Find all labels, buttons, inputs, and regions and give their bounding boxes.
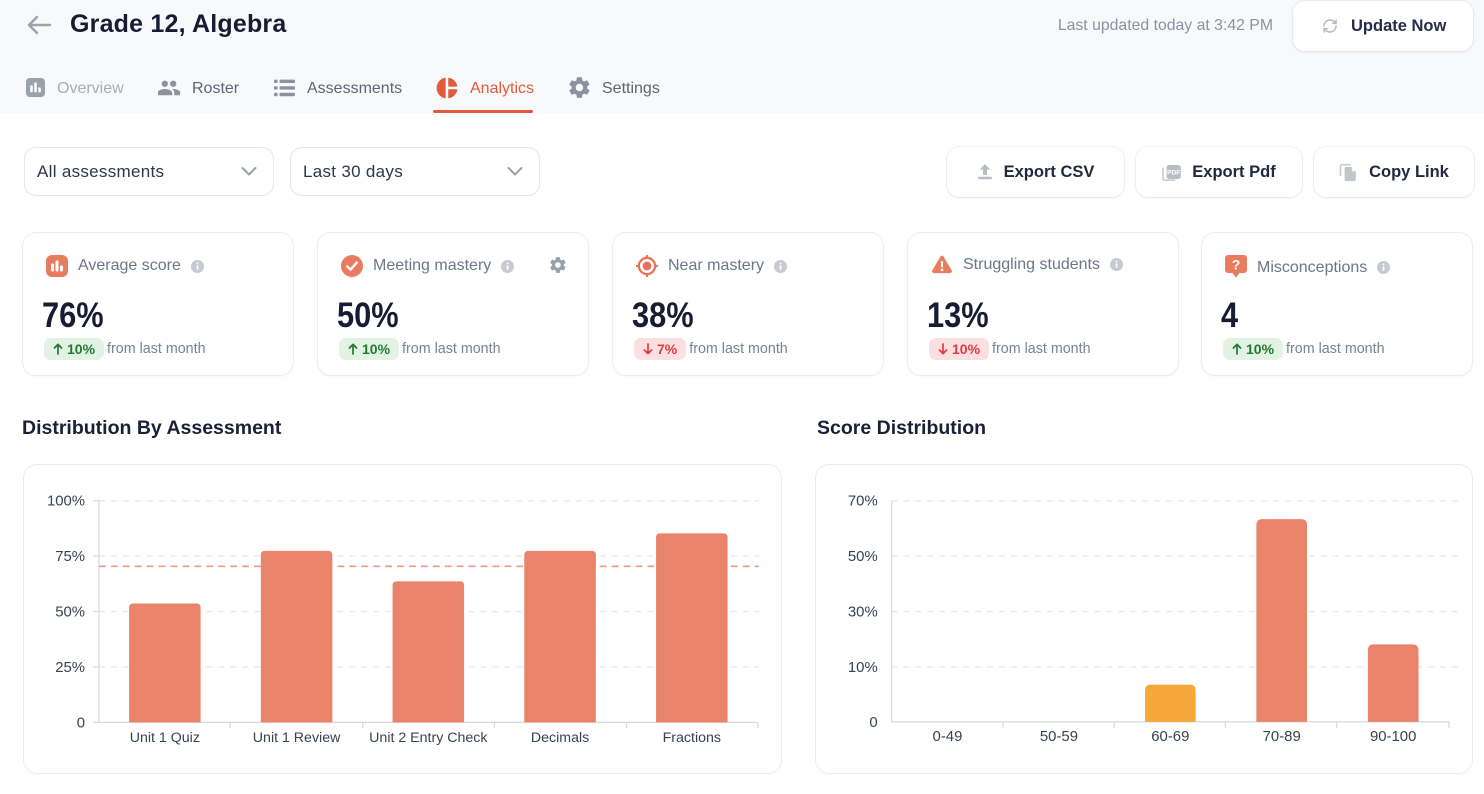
svg-text:30%: 30% (848, 605, 878, 621)
svg-text:Decimals: Decimals (531, 730, 589, 746)
svg-text:25%: 25% (55, 660, 85, 676)
svg-text:50-59: 50-59 (1040, 729, 1078, 745)
svg-text:75%: 75% (55, 549, 85, 565)
svg-text:Unit 1 Review: Unit 1 Review (253, 730, 341, 746)
svg-text:?: ? (1232, 257, 1241, 273)
svg-text:50%: 50% (55, 605, 85, 621)
svg-text:60-69: 60-69 (1151, 729, 1189, 745)
svg-text:Unit 1 Quiz: Unit 1 Quiz (130, 730, 200, 746)
svg-text:0-49: 0-49 (933, 729, 963, 745)
svg-text:0: 0 (77, 715, 85, 731)
svg-text:70%: 70% (848, 494, 878, 510)
svg-text:PDF: PDF (1167, 169, 1180, 176)
svg-text:Unit 2 Entry Check: Unit 2 Entry Check (369, 730, 488, 746)
svg-text:Fractions: Fractions (663, 730, 721, 746)
svg-text:100%: 100% (47, 494, 85, 510)
svg-text:70-89: 70-89 (1263, 729, 1301, 745)
svg-text:10%: 10% (848, 660, 878, 676)
svg-text:90-100: 90-100 (1370, 729, 1416, 745)
svg-text:50%: 50% (848, 549, 878, 565)
svg-text:0: 0 (869, 715, 877, 731)
